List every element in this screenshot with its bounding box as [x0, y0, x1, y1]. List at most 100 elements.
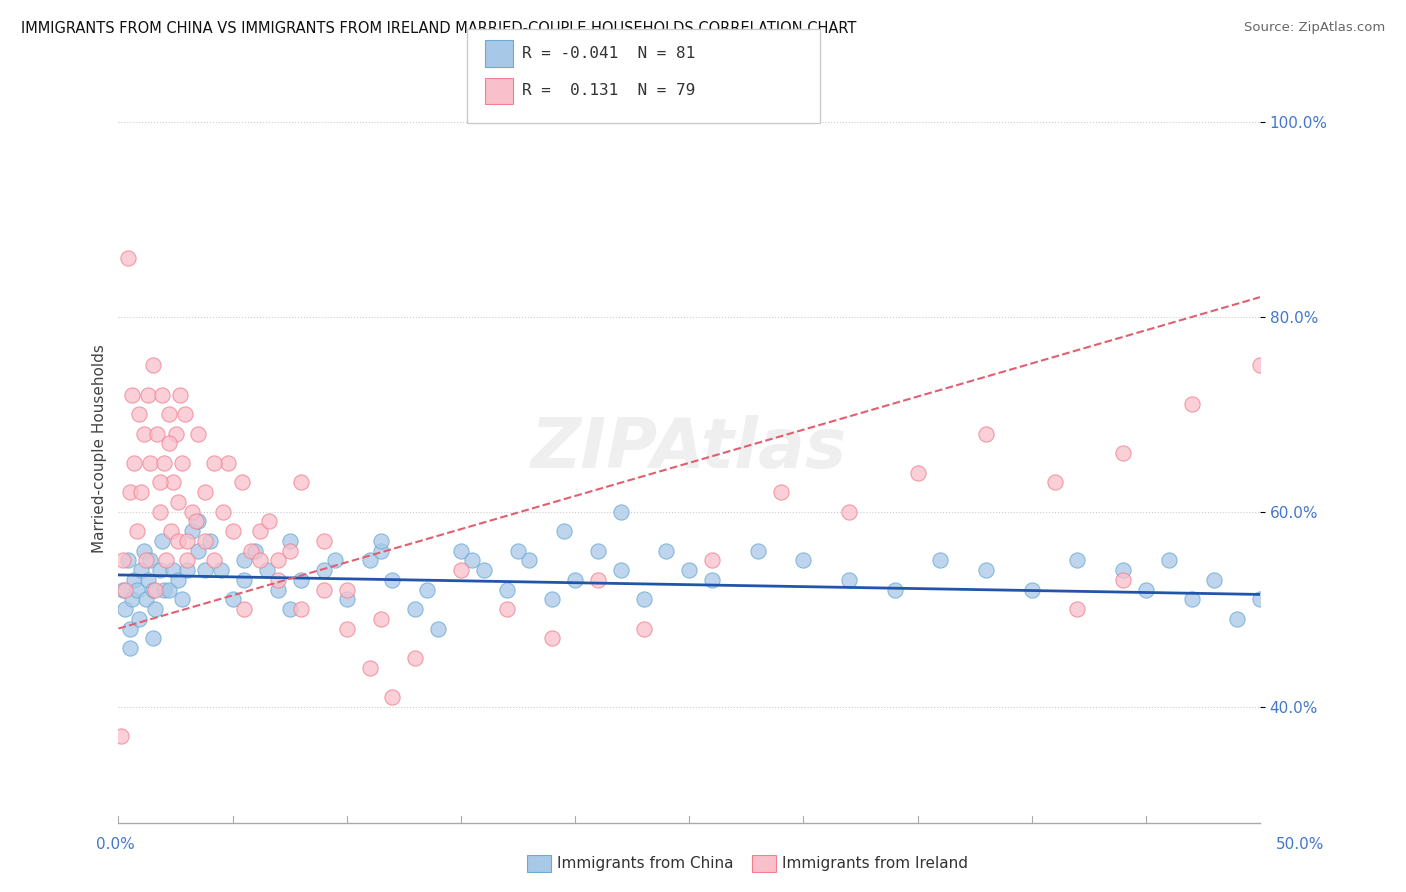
Point — [172, 592, 194, 607]
Point — [769, 485, 792, 500]
Point — [1066, 602, 1088, 616]
Point — [136, 573, 159, 587]
Point — [609, 563, 631, 577]
Point — [118, 622, 141, 636]
Point — [370, 612, 392, 626]
Point — [194, 563, 217, 577]
Point — [110, 729, 132, 743]
Point — [312, 582, 335, 597]
Point — [427, 622, 450, 636]
Point — [633, 592, 655, 607]
Point — [404, 602, 426, 616]
Point — [128, 612, 150, 626]
Point — [1135, 582, 1157, 597]
Point — [257, 514, 280, 528]
Point — [506, 543, 529, 558]
Point — [312, 563, 335, 577]
Point — [118, 641, 141, 656]
Point — [290, 475, 312, 490]
Point — [655, 543, 678, 558]
Point — [838, 573, 860, 587]
Point — [142, 359, 165, 373]
Point — [143, 582, 166, 597]
Point — [404, 650, 426, 665]
Point — [450, 563, 472, 577]
Point — [1043, 475, 1066, 490]
Point — [180, 505, 202, 519]
Text: ZIPAtlas: ZIPAtlas — [531, 415, 848, 482]
Point — [114, 582, 136, 597]
Point — [166, 533, 188, 548]
Point — [157, 582, 180, 597]
Point — [221, 592, 243, 607]
Point — [153, 456, 176, 470]
Point — [1066, 553, 1088, 567]
Point — [1157, 553, 1180, 567]
Point — [290, 602, 312, 616]
Text: R = -0.041  N = 81: R = -0.041 N = 81 — [522, 46, 695, 61]
Point — [278, 543, 301, 558]
Point — [461, 553, 484, 567]
Point — [495, 602, 517, 616]
Point — [1180, 397, 1202, 411]
Point — [1226, 612, 1249, 626]
Point — [838, 505, 860, 519]
Point — [142, 632, 165, 646]
Point — [187, 543, 209, 558]
Text: 50.0%: 50.0% — [1277, 838, 1324, 852]
Point — [233, 553, 256, 567]
Point — [290, 573, 312, 587]
Point — [187, 426, 209, 441]
Text: IMMIGRANTS FROM CHINA VS IMMIGRANTS FROM IRELAND MARRIED-COUPLE HOUSEHOLDS CORRE: IMMIGRANTS FROM CHINA VS IMMIGRANTS FROM… — [21, 21, 856, 37]
Point — [150, 387, 173, 401]
Point — [142, 582, 165, 597]
Point — [166, 573, 188, 587]
Point — [209, 563, 232, 577]
Point — [150, 533, 173, 548]
Point — [132, 426, 155, 441]
Point — [184, 514, 207, 528]
Point — [370, 533, 392, 548]
Point — [129, 563, 152, 577]
Point — [249, 553, 271, 567]
Point — [336, 592, 359, 607]
Point — [541, 592, 564, 607]
Point — [974, 563, 997, 577]
Point — [162, 475, 184, 490]
Point — [169, 387, 191, 401]
Point — [124, 573, 146, 587]
Point — [157, 436, 180, 450]
Point — [157, 407, 180, 421]
Point — [111, 582, 134, 597]
Point — [160, 524, 183, 538]
Point — [495, 582, 517, 597]
Text: Source: ZipAtlas.com: Source: ZipAtlas.com — [1244, 21, 1385, 35]
Point — [792, 553, 814, 567]
Point — [166, 495, 188, 509]
Point — [700, 553, 723, 567]
Point — [165, 426, 187, 441]
Point — [180, 524, 202, 538]
Point — [233, 573, 256, 587]
Point — [172, 456, 194, 470]
Point — [336, 582, 359, 597]
Point — [114, 602, 136, 616]
Point — [1180, 592, 1202, 607]
Point — [450, 543, 472, 558]
Point — [155, 553, 177, 567]
Point — [176, 553, 198, 567]
Point — [121, 592, 143, 607]
Point — [1112, 563, 1135, 577]
Point — [415, 582, 437, 597]
Point — [117, 251, 139, 265]
Point — [519, 553, 541, 567]
Point — [249, 524, 271, 538]
Point — [370, 543, 392, 558]
Text: Immigrants from Ireland: Immigrants from Ireland — [782, 856, 967, 871]
Point — [1204, 573, 1226, 587]
Point — [336, 622, 359, 636]
Point — [162, 563, 184, 577]
Point — [231, 475, 253, 490]
Point — [176, 563, 198, 577]
Point — [609, 505, 631, 519]
